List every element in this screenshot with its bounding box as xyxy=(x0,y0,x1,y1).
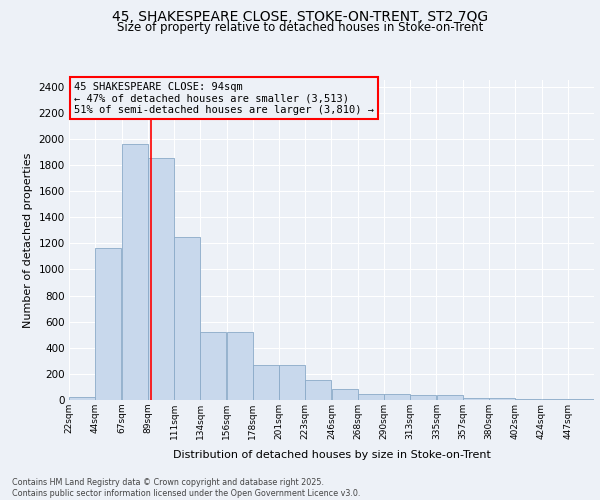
Bar xyxy=(122,144,148,400)
Bar xyxy=(358,394,384,400)
Text: 45 SHAKESPEARE CLOSE: 94sqm
← 47% of detached houses are smaller (3,513)
51% of : 45 SHAKESPEARE CLOSE: 94sqm ← 47% of det… xyxy=(74,82,374,115)
Bar xyxy=(410,396,436,400)
Y-axis label: Number of detached properties: Number of detached properties xyxy=(23,152,33,328)
Text: Size of property relative to detached houses in Stoke-on-Trent: Size of property relative to detached ho… xyxy=(117,21,483,34)
Bar xyxy=(384,394,410,400)
Bar xyxy=(200,332,226,400)
Text: Contains HM Land Registry data © Crown copyright and database right 2025.
Contai: Contains HM Land Registry data © Crown c… xyxy=(12,478,361,498)
X-axis label: Distribution of detached houses by size in Stoke-on-Trent: Distribution of detached houses by size … xyxy=(173,450,490,460)
Bar xyxy=(148,158,174,400)
Bar xyxy=(227,332,253,400)
Text: 45, SHAKESPEARE CLOSE, STOKE-ON-TRENT, ST2 7QG: 45, SHAKESPEARE CLOSE, STOKE-ON-TRENT, S… xyxy=(112,10,488,24)
Bar xyxy=(305,380,331,400)
Bar xyxy=(279,364,305,400)
Bar xyxy=(463,398,489,400)
Bar xyxy=(174,236,200,400)
Bar xyxy=(332,389,358,400)
Bar xyxy=(95,248,121,400)
Bar xyxy=(253,364,279,400)
Bar xyxy=(489,398,515,400)
Bar xyxy=(69,396,95,400)
Bar xyxy=(437,396,463,400)
